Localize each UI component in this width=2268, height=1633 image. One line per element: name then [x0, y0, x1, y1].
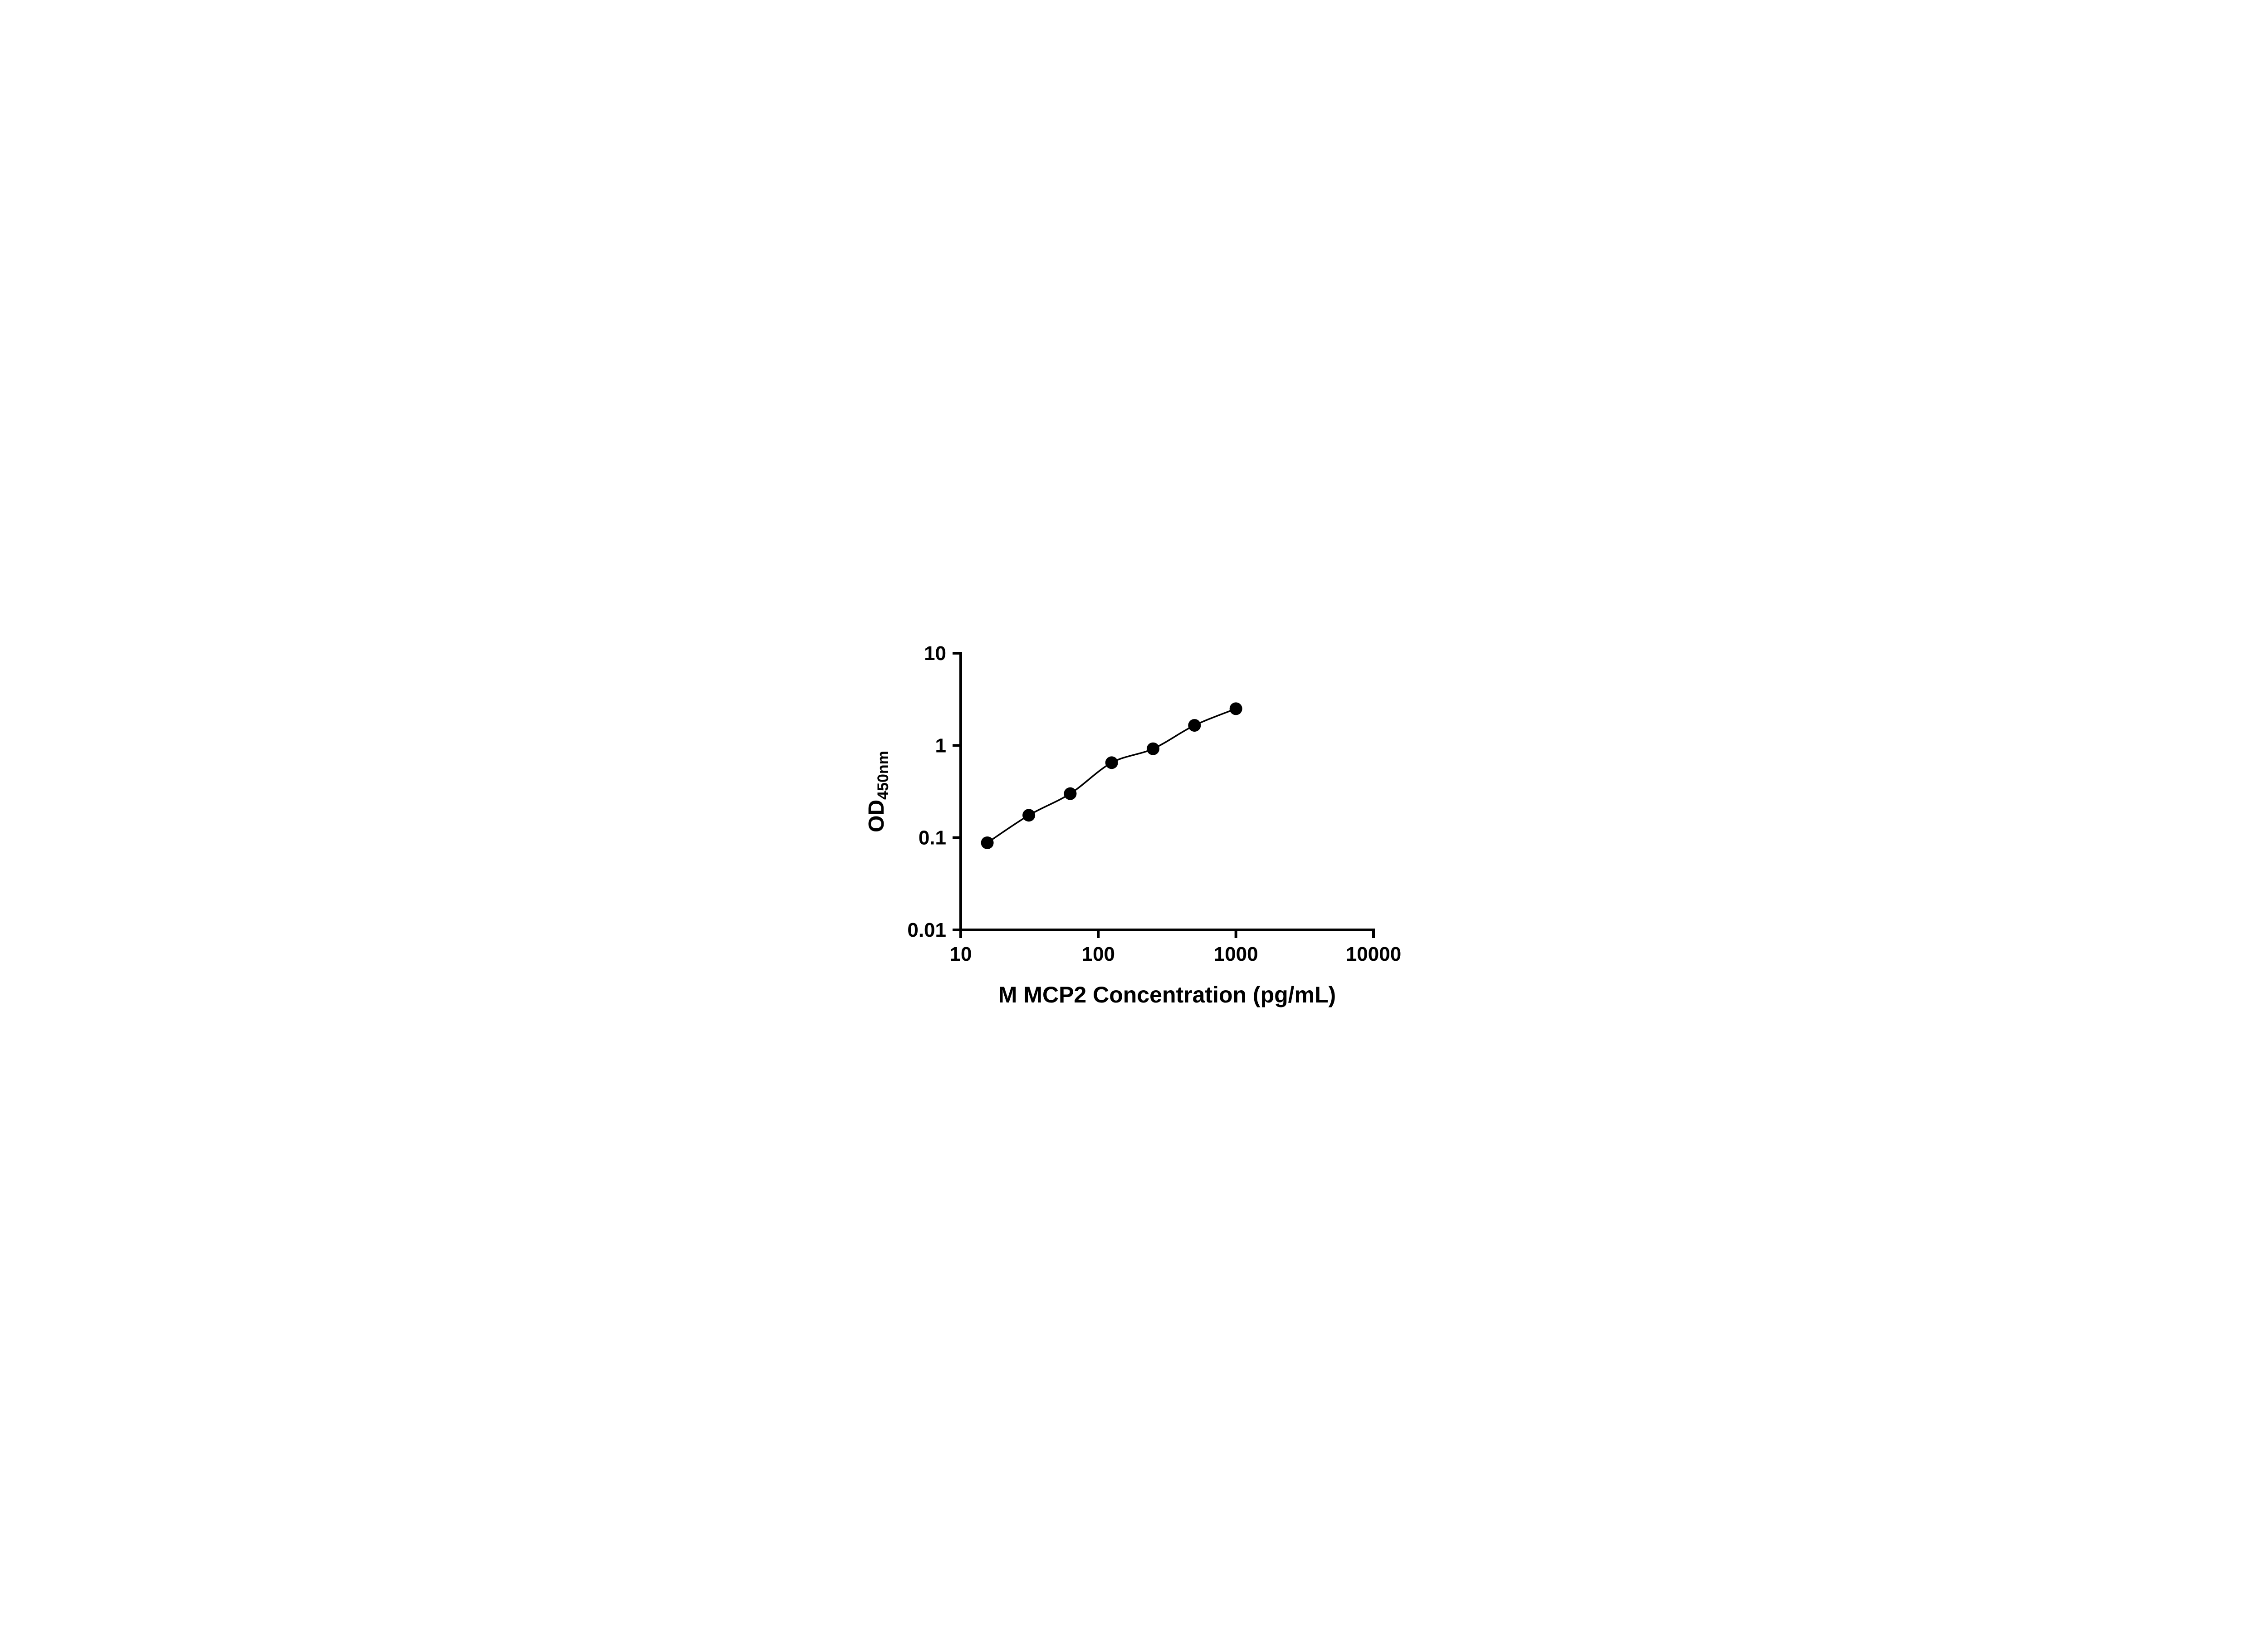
- y-tick-label: 0.1: [918, 827, 946, 849]
- data-point: [1022, 809, 1035, 822]
- standard-curve-chart: 10 100 1000 10000 0.01 0.1 1 10 M MCP2 Concentr…: [865, 642, 1401, 1007]
- data-point: [1229, 702, 1242, 715]
- y-tick-label: 1: [935, 734, 946, 757]
- data-point: [1188, 719, 1201, 732]
- chart-container: 10 100 1000 10000 0.01 0.1 1 10 M MCP2 Concentr…: [843, 612, 1426, 1021]
- x-tick-label: 10: [949, 943, 972, 965]
- ticks-group: [952, 652, 1375, 938]
- data-point: [981, 836, 994, 849]
- x-tick-label: 1000: [1213, 943, 1258, 965]
- data-point: [1146, 742, 1159, 755]
- y-tick-label: 10: [924, 642, 946, 665]
- axes-group: [959, 652, 1375, 931]
- y-tick-label: 0.01: [907, 919, 946, 941]
- x-axis-title: M MCP2 Concentration (pg/mL): [998, 982, 1335, 1007]
- x-tick-label: 10000: [1345, 943, 1401, 965]
- y-axis-title-main: OD: [865, 800, 889, 832]
- data-points-group: [981, 702, 1242, 849]
- data-point: [1105, 756, 1118, 769]
- x-tick-label: 100: [1081, 943, 1114, 965]
- y-axis-title: OD450nm: [865, 751, 892, 832]
- data-point: [1063, 787, 1076, 800]
- y-axis-title-subscript: 450nm: [875, 751, 892, 800]
- tick-labels-group: 10 100 1000 10000 0.01 0.1 1 10: [907, 642, 1401, 965]
